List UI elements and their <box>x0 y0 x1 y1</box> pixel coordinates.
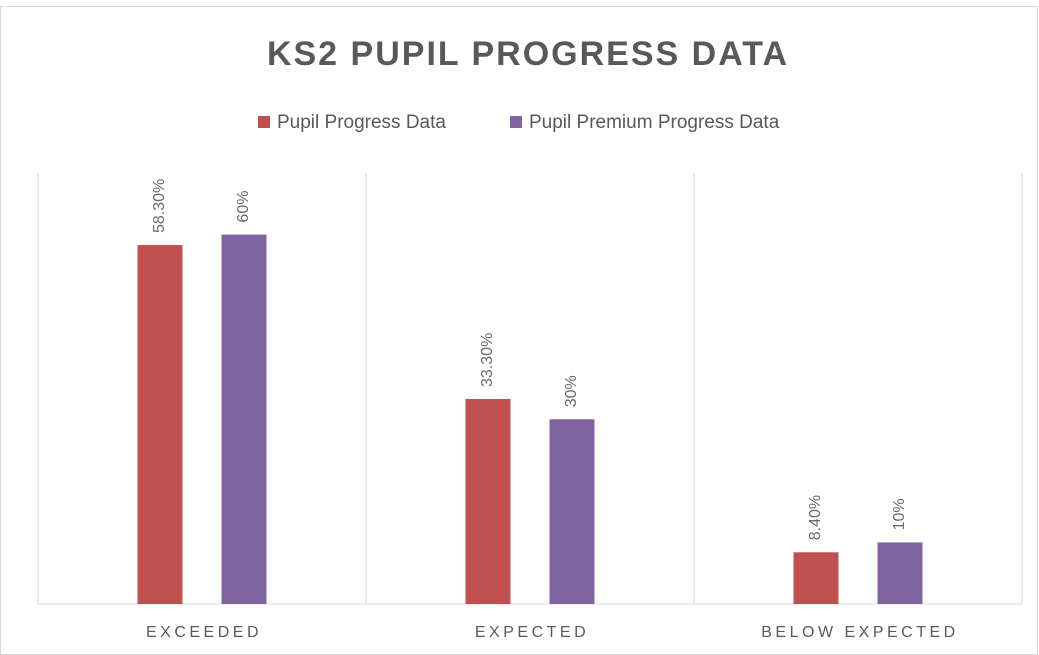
data-label: 8.40% <box>807 495 824 540</box>
legend-label: Pupil Progress Data <box>277 112 446 133</box>
bar <box>221 234 267 605</box>
bar <box>137 245 183 604</box>
chart-title: KS2 PUPIL PROGRESS DATA <box>267 35 789 73</box>
legend-swatch <box>510 116 522 128</box>
data-label: 60% <box>235 191 252 223</box>
legend-swatch <box>258 116 270 128</box>
x-tick-label: EXPECTED <box>475 624 589 641</box>
bar <box>465 398 511 604</box>
x-tick-label: EXCEEDED <box>146 624 262 641</box>
data-label: 58.30% <box>151 179 168 233</box>
bar <box>793 552 839 604</box>
data-label: 10% <box>891 498 908 530</box>
bar <box>877 542 923 604</box>
data-label: 33.30% <box>479 333 496 387</box>
x-tick-label: BELOW EXPECTED <box>761 624 958 641</box>
legend-label: Pupil Premium Progress Data <box>529 112 780 133</box>
data-label: 30% <box>563 375 580 407</box>
bar <box>549 419 595 604</box>
